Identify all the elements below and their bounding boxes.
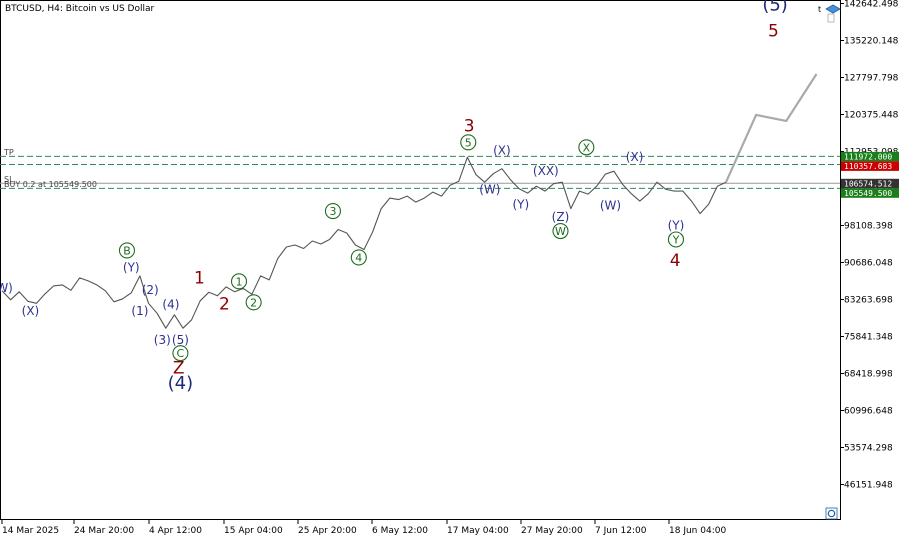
wave-label: (4) (162, 297, 179, 311)
wave-circle (350, 249, 367, 266)
wave-label: 5 (768, 22, 779, 42)
wave-label: 3 (329, 205, 336, 218)
wave-label: Y (672, 233, 680, 246)
wave-label: B (123, 244, 131, 257)
x-tick-label: 15 Apr 04:00 (224, 526, 283, 536)
wave-label: 4 (355, 251, 362, 264)
price-tag (841, 151, 899, 162)
wave-label: W) (0, 281, 13, 295)
y-tick-label: 90686.048 (844, 259, 893, 269)
wave-label: (W) (479, 183, 500, 197)
chart-title: BTCUSD, H4: Bitcoin vs US Dollar (5, 4, 154, 14)
wave-label: (X) (22, 304, 40, 318)
wave-label: (W) (600, 199, 621, 213)
x-tick-label: 27 May 20:00 (521, 526, 583, 536)
wave-label: 1 (194, 268, 205, 288)
level-label-tp: TP (3, 148, 14, 157)
wave-label: 2 (250, 296, 257, 309)
wave-label: (4) (168, 373, 194, 394)
x-tick-label: 4 Apr 12:00 (149, 526, 202, 536)
wave-label: 3 (464, 116, 475, 136)
wave-circle (172, 345, 189, 362)
price-tag-label: 105549.500 (844, 189, 892, 198)
y-tick-label: 53574.298 (844, 444, 893, 454)
level-label-sl: SL (4, 175, 14, 184)
level-label-buy: BUY 0.2 at 105549.500 (4, 180, 97, 189)
wave-label: (3) (154, 333, 171, 347)
wave-label: (XX) (533, 164, 559, 178)
wave-label: (X) (493, 143, 511, 157)
y-tick-label: 46151.948 (844, 481, 893, 491)
wave-label: (X) (626, 150, 644, 164)
wave-label: (Y) (123, 260, 140, 274)
wave-label: (2) (142, 283, 159, 297)
y-tick-label: 68418.998 (844, 370, 893, 380)
wave-label: 4 (670, 251, 681, 271)
x-tick-label: 14 Mar 2025 (2, 526, 59, 536)
price-axis: 142642.498 135220.148 127797.798 120375.448… (840, 0, 899, 491)
x-tick-label: 17 May 04:00 (447, 526, 509, 536)
y-tick-label: 120375.448 (844, 111, 899, 121)
x-tick-label: 18 Jun 04:00 (669, 526, 726, 536)
wave-label: X (583, 141, 591, 154)
price-tag-label: 106574.512 (844, 179, 892, 188)
wave-label: 1 (236, 275, 243, 288)
price-tag-label: 111972.000 (844, 152, 892, 161)
wave-label: (Y) (512, 198, 529, 212)
price-line (1, 156, 727, 329)
forecast-path (724, 73, 818, 183)
wave-label: (Y) (668, 219, 685, 233)
y-tick-label: 135220.148 (844, 37, 899, 47)
price-tag (841, 178, 899, 189)
y-tick-label: 142642.498 (844, 0, 899, 10)
wave-circle (667, 231, 685, 248)
x-tick-label: 6 May 12:00 (372, 526, 428, 536)
wave-label: (1) (131, 304, 148, 318)
y-tick-label: 60996.648 (844, 407, 893, 417)
y-tick-label: 98108.398 (844, 222, 893, 232)
x-tick-label: 7 Jun 12:00 (595, 526, 647, 536)
one-click-trading-icon[interactable]: t (818, 4, 841, 23)
wave-label: 2 (219, 294, 230, 314)
svg-text:t: t (818, 5, 821, 14)
price-tag-label: 110357.683 (844, 162, 892, 171)
wave-label: (5) (762, 0, 788, 16)
wave-circle (460, 134, 477, 151)
wave-label: W (555, 225, 566, 238)
price-series (1, 73, 818, 329)
wave-circle (118, 242, 136, 259)
wave-circle (578, 139, 595, 156)
wave-circle (552, 222, 569, 240)
time-axis: 14 Mar 2025 24 Mar 20:00 4 Apr 12:00 15 Apr… (1, 520, 726, 536)
wave-circle (324, 203, 342, 220)
navigator-icon[interactable] (825, 507, 838, 520)
wave-labels: W)(X)B(Y)(2)(1) (4)(3) (5)CZ(4)12123435(X)… (0, 0, 788, 394)
y-tick-label: 75841.348 (844, 333, 893, 343)
plot-frame (0, 0, 841, 520)
y-tick-label: 83263.698 (844, 296, 893, 306)
price-tag (841, 161, 899, 171)
x-tick-label: 24 Mar 20:00 (74, 526, 134, 536)
wave-label: Z (173, 359, 185, 379)
wave-label: 5 (465, 136, 472, 149)
y-tick-label: 127797.798 (844, 74, 899, 84)
wave-label: (Z) (552, 210, 570, 224)
x-tick-label: 25 Apr 20:00 (298, 526, 357, 536)
wave-circle (230, 273, 248, 290)
wave-circle (245, 294, 262, 311)
wave-label: C (177, 347, 185, 360)
wave-label: (5) (172, 333, 189, 347)
price-tag (841, 188, 899, 198)
